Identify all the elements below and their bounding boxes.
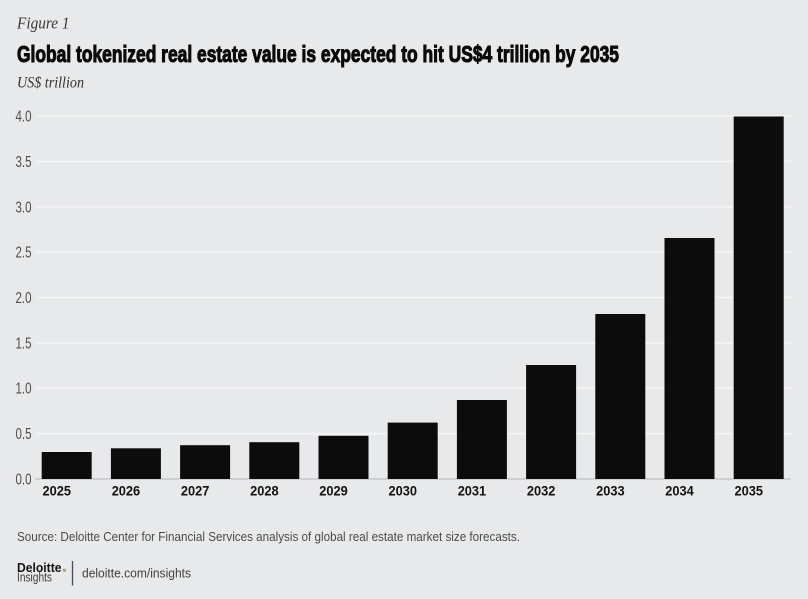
- svg-text:1.0: 1.0: [16, 381, 32, 398]
- svg-text:2034: 2034: [665, 484, 694, 499]
- svg-text:US$ trillion: US$ trillion: [17, 75, 84, 92]
- svg-text:Source: Deloitte Center for Fi: Source: Deloitte Center for Financial Se…: [17, 530, 520, 544]
- svg-text:deloitte.com/insights: deloitte.com/insights: [82, 567, 191, 581]
- svg-text:2032: 2032: [527, 484, 556, 499]
- svg-text:2.0: 2.0: [16, 290, 32, 307]
- svg-text:Figure 1: Figure 1: [16, 14, 69, 33]
- svg-text:2.5: 2.5: [16, 245, 32, 262]
- svg-text:1.5: 1.5: [16, 335, 32, 352]
- svg-text:4.0: 4.0: [16, 109, 32, 126]
- svg-text:2035: 2035: [735, 484, 764, 499]
- svg-text:2028: 2028: [250, 484, 279, 499]
- svg-text:2033: 2033: [596, 484, 625, 499]
- svg-text:2026: 2026: [112, 484, 141, 499]
- svg-text:2030: 2030: [389, 484, 418, 499]
- svg-text:2031: 2031: [458, 484, 487, 499]
- svg-text:Global tokenized real estate v: Global tokenized real estate value is ex…: [17, 40, 619, 67]
- svg-text:3.0: 3.0: [16, 199, 32, 216]
- svg-text:0.5: 0.5: [16, 426, 32, 443]
- svg-text:2029: 2029: [319, 484, 348, 499]
- svg-text:2027: 2027: [181, 484, 210, 499]
- svg-text:Insights: Insights: [17, 571, 52, 585]
- svg-text:3.5: 3.5: [16, 154, 32, 171]
- svg-text:Deloitte: Deloitte: [17, 561, 62, 575]
- svg-text:2025: 2025: [43, 484, 72, 499]
- svg-text:0.0: 0.0: [16, 472, 32, 489]
